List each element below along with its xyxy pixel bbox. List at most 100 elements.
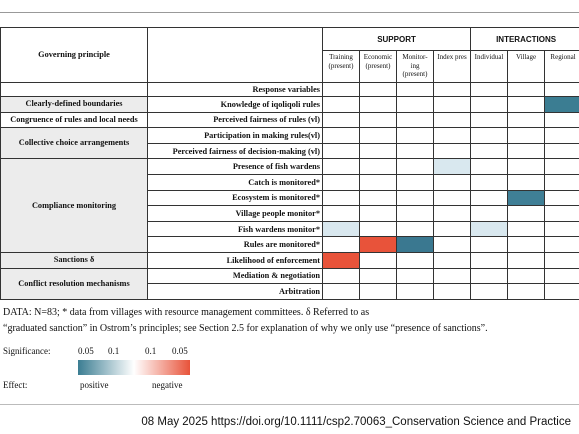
cell: Clearly-defined boundaries [0, 96, 148, 113]
cell [322, 267, 360, 285]
cell [470, 205, 509, 222]
cell [470, 267, 509, 285]
cell: Index pres [432, 50, 472, 83]
cell [507, 127, 546, 144]
cell [359, 173, 397, 191]
cell [322, 142, 360, 160]
cell [507, 220, 546, 238]
note-line: DATA: N=83; * data from villages with re… [3, 307, 370, 318]
cell [470, 283, 509, 300]
cell [507, 111, 546, 129]
cell [322, 220, 360, 238]
legend-negative: negative [152, 380, 183, 390]
cell [432, 205, 472, 222]
cell: Arbitration [147, 283, 323, 300]
cell [507, 205, 546, 222]
legend-level: 0.05 [78, 346, 94, 356]
cell [432, 158, 472, 175]
cell [396, 96, 434, 113]
cell [470, 142, 509, 160]
cell [322, 205, 360, 222]
cell: Participation in making rules(vl) [147, 127, 323, 144]
cell [544, 158, 579, 175]
rule [0, 12, 579, 13]
cell: Congruence of rules and local needs [0, 111, 148, 129]
cell [322, 111, 360, 129]
cell [432, 267, 472, 285]
cell [322, 236, 360, 253]
footer: 08 May 2025 https://doi.org/10.1111/csp2… [141, 416, 571, 428]
row: Governing principle SUPPORT INTERACTIONS [0, 27, 579, 83]
row: Perceived fairness of decision-making (v… [1, 142, 579, 160]
cell: Training (present) [322, 50, 360, 83]
cell [432, 96, 472, 113]
cell: Village [507, 50, 546, 83]
cell [396, 142, 434, 160]
cell [432, 111, 472, 129]
cell [432, 142, 472, 160]
cell [359, 220, 397, 238]
cell [470, 251, 509, 269]
cell [396, 220, 434, 238]
cell [359, 267, 397, 285]
cell: Mediation & negotiation [147, 267, 323, 285]
cell [432, 82, 472, 97]
cell [396, 251, 434, 269]
cell: Regional [544, 50, 579, 83]
cell [359, 111, 397, 129]
cell [359, 158, 397, 175]
cell [0, 82, 148, 97]
rule [0, 404, 579, 405]
note-line: “graduated sanction” in Ostrom’s princip… [3, 323, 488, 334]
cell: Village people monitor* [147, 205, 323, 222]
row: Response variables [0, 82, 579, 97]
cell [544, 283, 579, 300]
cell [507, 236, 546, 253]
row: Arbitration [1, 283, 579, 300]
cell [396, 127, 434, 144]
cell: Conflict resolution mechanisms [0, 267, 148, 300]
cell [470, 127, 509, 144]
cell: Economic (present) [359, 50, 397, 83]
row: Conflict resolution mechanisms Mediation … [0, 267, 579, 300]
cell [322, 173, 360, 191]
cell [396, 111, 434, 129]
row: Training (present) Economic (present) Moni… [1, 50, 579, 83]
cell [396, 205, 434, 222]
cell: Sanctions δ [0, 251, 148, 269]
row: Catch is monitored* [1, 173, 579, 191]
cell: Compliance monitoring [0, 158, 148, 253]
cell [359, 127, 397, 144]
cell [396, 267, 434, 285]
cell [507, 82, 546, 97]
cell [544, 236, 579, 253]
cell: Fish wardens monitor* [147, 220, 323, 238]
cell [432, 251, 472, 269]
row: Compliance monitoring Presence of fish wa… [0, 158, 579, 253]
cell [544, 142, 579, 160]
cell [507, 96, 546, 113]
cell [359, 205, 397, 222]
cell [544, 111, 579, 129]
row: Clearly-defined boundaries Knowledge of i… [0, 96, 579, 113]
cell [396, 236, 434, 253]
cell: Perceived fairness of rules (vl) [147, 111, 323, 129]
cell: Catch is monitored* [147, 173, 323, 191]
row: Sanctions δ Likelihood of enforcement [0, 251, 579, 269]
legend-positive: positive [80, 380, 109, 390]
cell [322, 251, 360, 269]
cell [359, 142, 397, 160]
cell [432, 173, 472, 191]
cell: Monitor- ing (present) [396, 50, 434, 83]
cell [470, 82, 509, 97]
cell [544, 251, 579, 269]
cell [507, 267, 546, 285]
cell [544, 96, 579, 113]
legend-level: 0.1 [108, 346, 120, 356]
cell [544, 189, 579, 207]
cell: Presence of fish wardens [147, 158, 323, 175]
cell: Likelihood of enforcement [147, 251, 323, 269]
cell [544, 205, 579, 222]
cell [507, 173, 546, 191]
